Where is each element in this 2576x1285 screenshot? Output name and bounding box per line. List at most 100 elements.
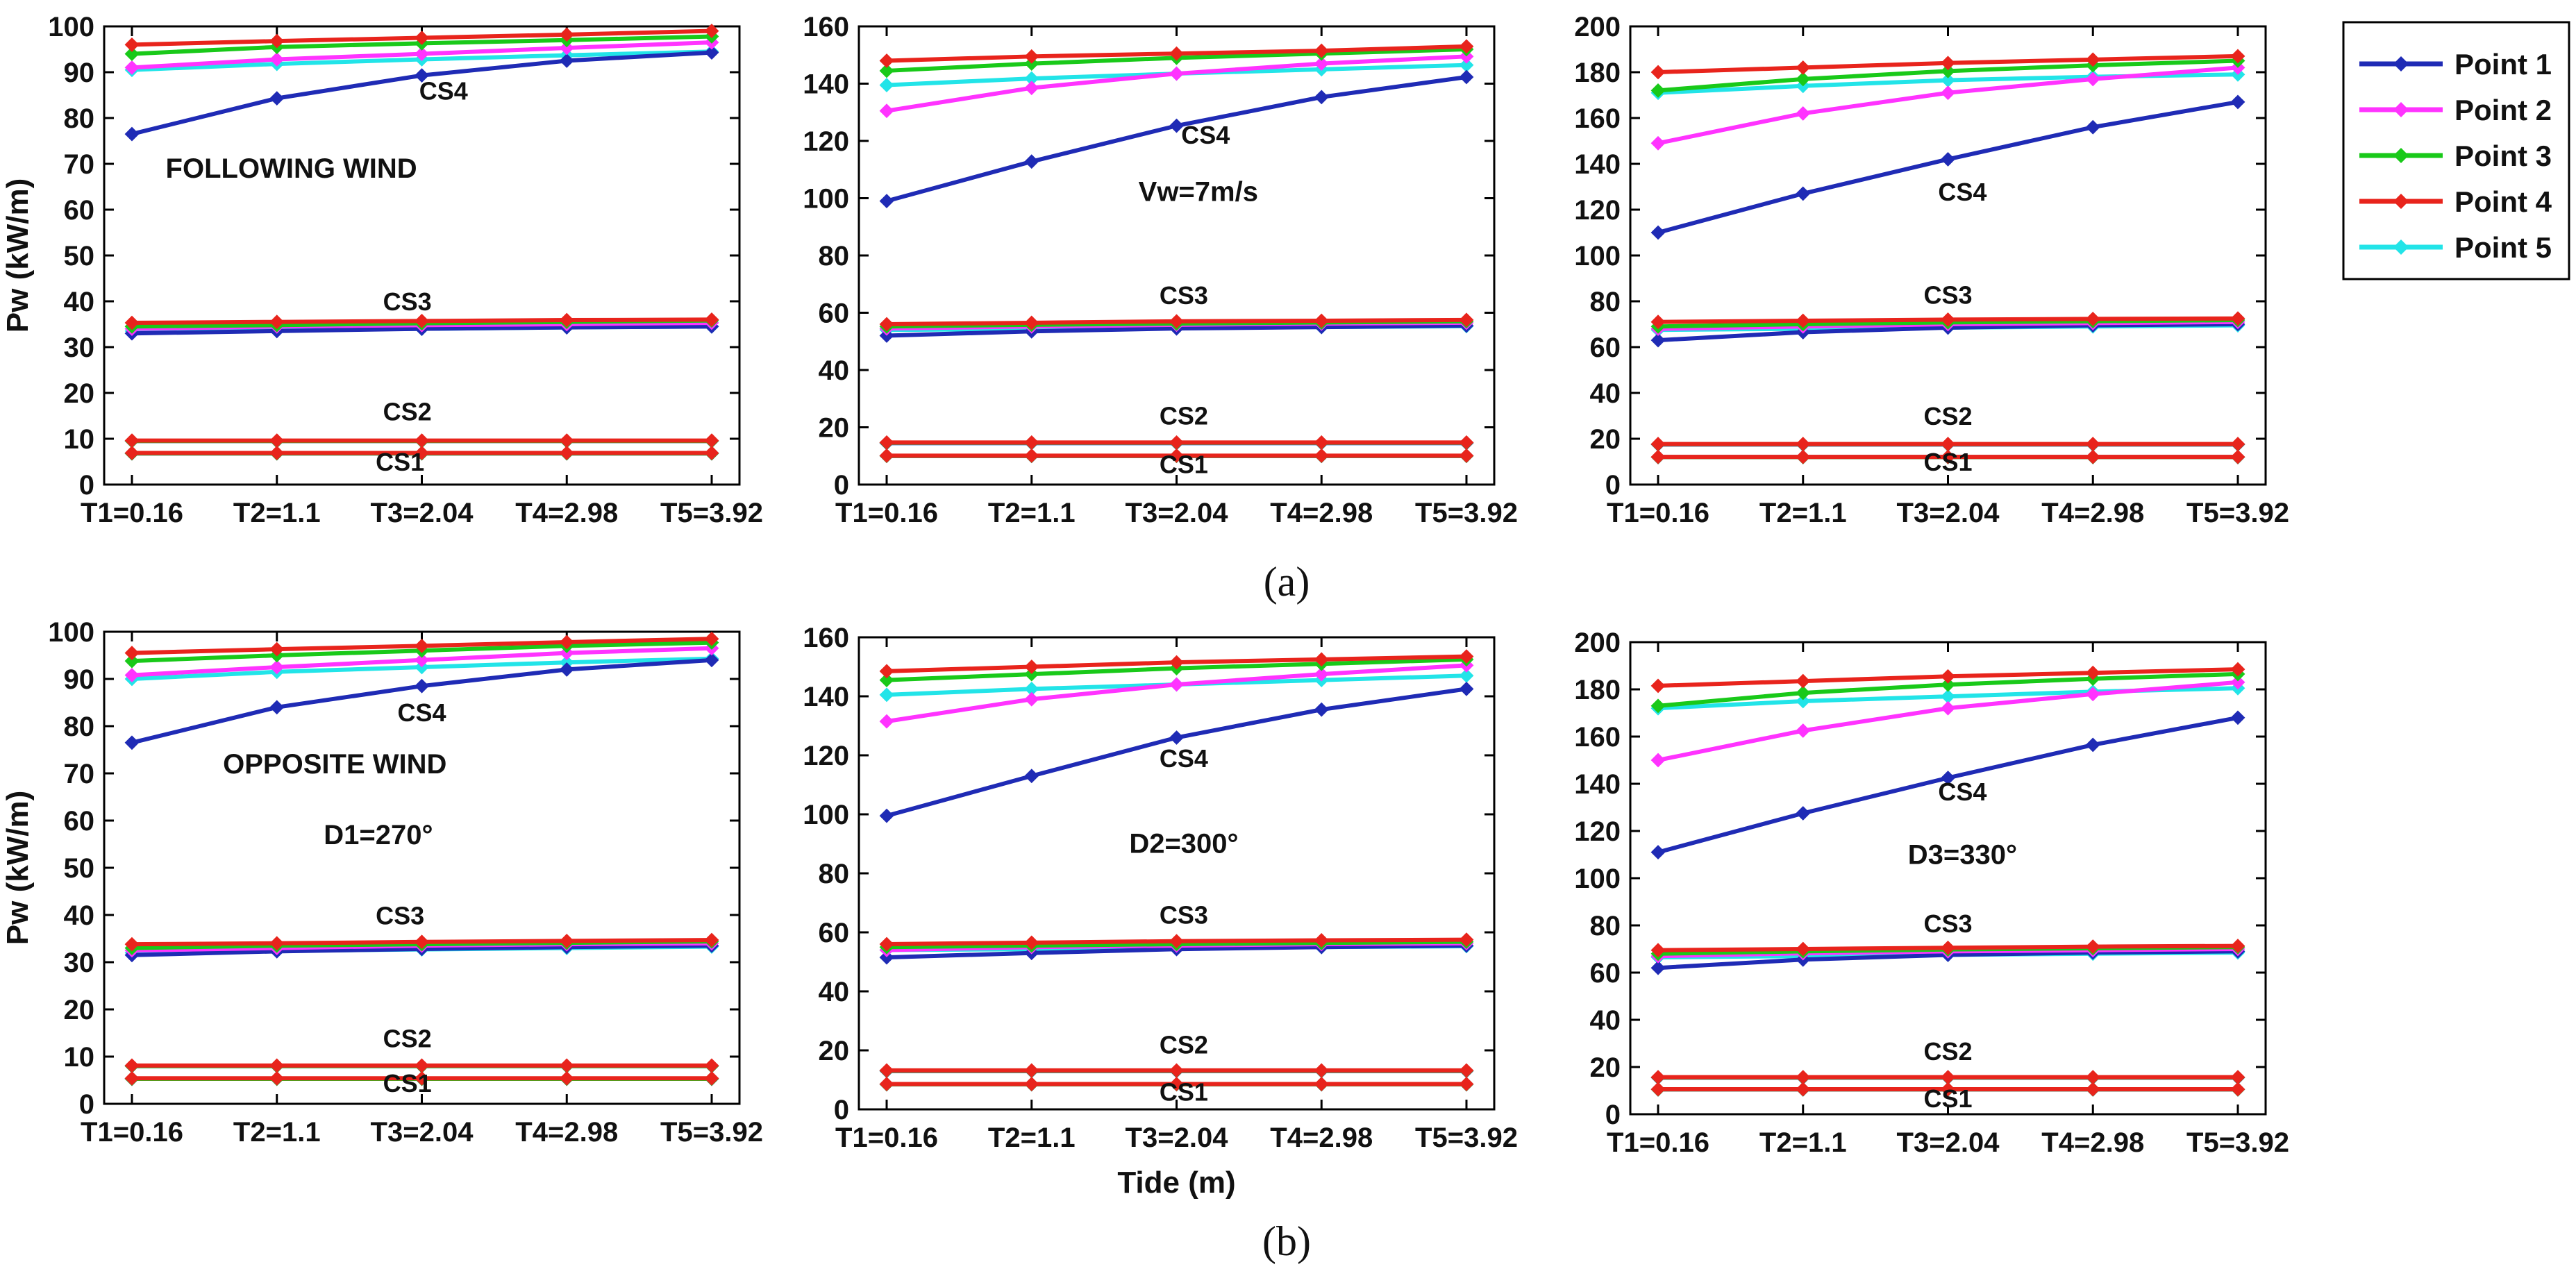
- group-cs4: [1650, 49, 2245, 240]
- data-point: [559, 40, 574, 56]
- data-point: [879, 53, 894, 68]
- group-cs2: [879, 435, 1474, 451]
- data-point: [1796, 1070, 1811, 1085]
- x-tick-label: T3=2.04: [1126, 1123, 1229, 1153]
- x-tick-label: T3=2.04: [371, 1117, 474, 1148]
- x-tick-label: T1=0.16: [81, 1117, 183, 1148]
- group-cs3: [1650, 311, 2245, 348]
- data-point: [1941, 1070, 1955, 1085]
- legend-marker: [2393, 240, 2409, 255]
- chart-b3: 0 20 40 60 80 100 120 140 160 180 200 T1=0.16 T2=1.1…: [1574, 628, 2289, 1158]
- data-point: [1024, 435, 1039, 450]
- group-cs3: [124, 312, 719, 341]
- y-tick-label: 20: [64, 378, 95, 409]
- data-point: [1024, 49, 1039, 64]
- y-tick-label: 40: [1590, 378, 1621, 409]
- data-point: [1796, 437, 1811, 452]
- y-tick-label: 40: [819, 977, 850, 1007]
- y-tick-label: 40: [64, 900, 95, 931]
- annotation-cs3: CS3: [376, 902, 424, 930]
- x-tick-label: T1=0.16: [835, 498, 938, 528]
- legend-label: Point 2: [2454, 94, 2552, 126]
- legend-label: Point 4: [2454, 185, 2552, 218]
- data-point: [415, 31, 429, 45]
- data-point: [704, 45, 719, 60]
- data-point: [269, 91, 285, 106]
- data-point: [124, 60, 140, 75]
- data-point: [879, 950, 894, 965]
- annotation-cs1: CS1: [1160, 1077, 1208, 1106]
- data-point: [1024, 666, 1039, 682]
- data-point: [559, 635, 574, 650]
- data-point: [1169, 730, 1184, 745]
- data-point: [1024, 1063, 1039, 1078]
- legend-marker: [2393, 148, 2409, 163]
- data-point: [1941, 449, 1955, 464]
- data-point: [2085, 52, 2100, 67]
- y-tick-label: 40: [64, 287, 95, 317]
- group-cs2: [1650, 437, 2245, 452]
- y-tick-label: 20: [819, 413, 850, 444]
- group-cs1: [1650, 449, 2245, 464]
- data-point: [704, 1070, 719, 1086]
- data-point: [704, 446, 719, 460]
- data-point: [1024, 1077, 1039, 1091]
- data-point: [2085, 737, 2100, 753]
- y-tick-label: 70: [64, 149, 95, 180]
- y-tick-label: 0: [79, 470, 94, 501]
- data-point: [704, 24, 719, 39]
- annotation-cs1: CS1: [383, 1069, 432, 1098]
- data-point: [1650, 449, 1666, 464]
- y-tick-label: 60: [819, 918, 850, 948]
- data-point: [415, 68, 429, 83]
- data-point: [269, 433, 285, 448]
- y-tick-label: 20: [64, 995, 95, 1025]
- data-point: [415, 433, 429, 448]
- data-point: [1314, 435, 1329, 450]
- annotation-d2-300-: D2=300°: [1129, 828, 1238, 859]
- y-tick-label: 140: [1574, 769, 1621, 800]
- data-point: [1459, 312, 1474, 328]
- data-point: [879, 435, 894, 450]
- group-cs1: [1650, 1082, 2245, 1097]
- y-tick-label: 10: [64, 1042, 95, 1073]
- data-point: [1796, 313, 1811, 328]
- y-tick-label: 20: [819, 1036, 850, 1066]
- x-tick-label: T1=0.16: [1607, 1127, 1709, 1158]
- data-point: [879, 673, 894, 688]
- group-cs4: [1650, 662, 2245, 860]
- data-point: [1169, 314, 1184, 329]
- data-point: [1169, 934, 1184, 949]
- data-point: [124, 646, 140, 661]
- data-point: [1941, 771, 1955, 785]
- data-point: [879, 714, 894, 729]
- y-tick-label: 80: [1590, 911, 1621, 941]
- data-point: [2230, 437, 2245, 452]
- series-line-point-1: [1657, 99, 2239, 235]
- y-tick-label: 140: [803, 69, 849, 100]
- data-point: [879, 448, 894, 463]
- data-point: [1941, 56, 1955, 71]
- data-point: [124, 126, 140, 142]
- x-tick-label: T4=2.98: [515, 498, 618, 528]
- data-point: [879, 317, 894, 332]
- x-tick-label: T4=2.98: [1270, 1123, 1373, 1153]
- data-point: [269, 1070, 285, 1086]
- data-point: [1941, 700, 1955, 716]
- x-tick-label: T4=2.98: [515, 1117, 618, 1148]
- data-point: [269, 446, 285, 460]
- x-tick-label: T5=3.92: [2186, 1127, 2289, 1158]
- data-point: [124, 1070, 140, 1086]
- data-point: [1796, 449, 1811, 464]
- y-tick-label: 80: [64, 712, 95, 742]
- data-point: [1314, 1077, 1329, 1091]
- data-point: [879, 664, 894, 679]
- data-point: [1169, 1063, 1184, 1078]
- y-tick-label: 20: [1590, 424, 1621, 455]
- y-tick-label: 10: [64, 424, 95, 455]
- data-point: [124, 668, 140, 682]
- x-tick-label: T4=2.98: [1270, 498, 1373, 528]
- y-tick-label: 120: [803, 126, 849, 157]
- data-point: [1941, 63, 1955, 78]
- y-tick-label: 0: [1605, 470, 1621, 501]
